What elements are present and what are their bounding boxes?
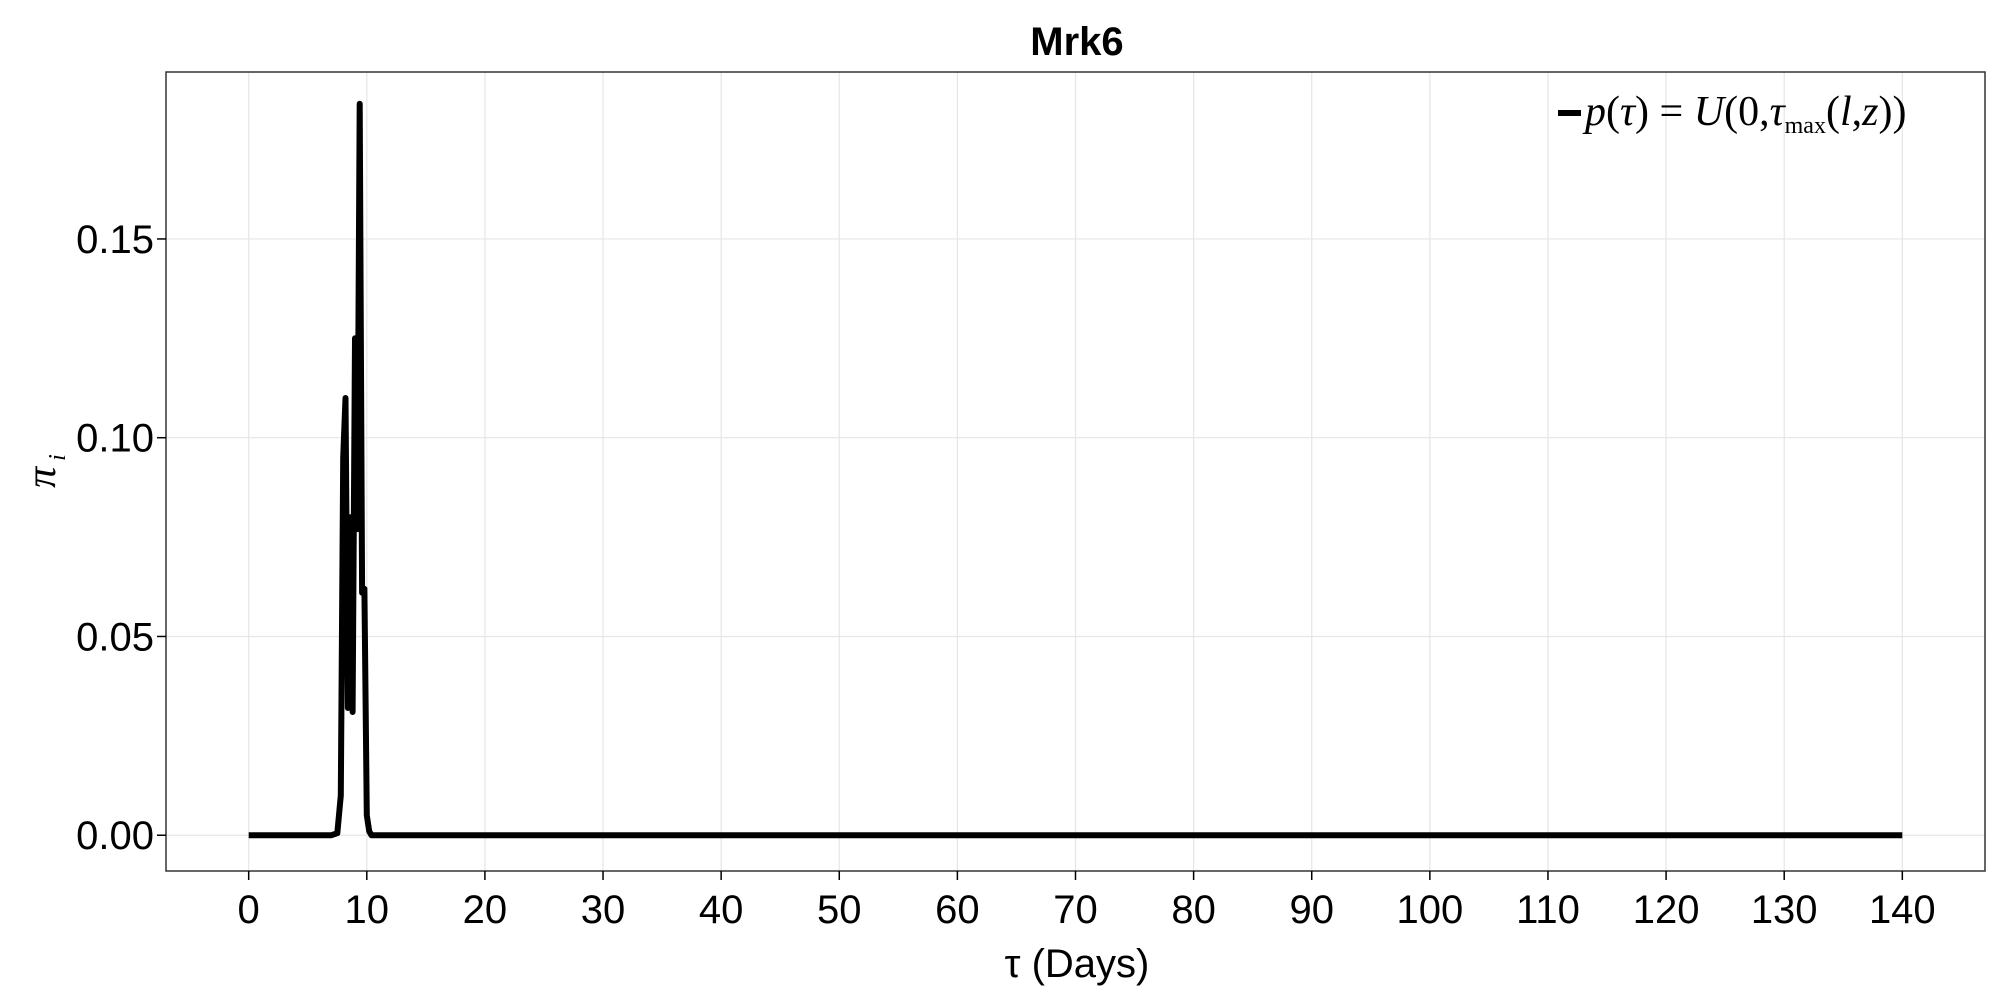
y-axis-label-symbol: π xyxy=(19,466,65,488)
x-tick-label: 90 xyxy=(1289,888,1334,932)
y-tick-label: 0.10 xyxy=(76,417,154,461)
x-tick-label: 60 xyxy=(935,888,980,932)
x-tick-label: 0 xyxy=(238,888,260,932)
axis-ticks xyxy=(157,238,1904,880)
y-tick-label: 0.15 xyxy=(76,218,154,262)
x-tick-label: 70 xyxy=(1053,888,1098,932)
svg-text:πi: πi xyxy=(19,454,71,488)
y-tick-label: 0.05 xyxy=(76,615,154,659)
x-tick-label: 80 xyxy=(1171,888,1216,932)
x-tick-label: 40 xyxy=(699,888,744,932)
y-tick-labels: 0.00 0.05 0.10 0.15 xyxy=(76,218,154,858)
y-axis-label: πi xyxy=(19,454,71,488)
y-axis-label-subscript: i xyxy=(45,454,71,461)
x-tick-label: 140 xyxy=(1869,888,1936,932)
x-tick-label: 130 xyxy=(1751,888,1818,932)
x-tick-labels: 0 10 20 30 40 50 60 70 80 90 100 110 120 130 140 xyxy=(238,888,1936,932)
legend-label: p(τ) = U(0,τmax(l,z)) xyxy=(1582,89,1906,139)
x-axis-label: τ (Days) xyxy=(1005,942,1150,986)
y-tick-label: 0.00 xyxy=(76,814,154,858)
x-tick-label: 110 xyxy=(1516,888,1580,932)
x-tick-label: 20 xyxy=(463,888,508,932)
x-tick-label: 30 xyxy=(581,888,626,932)
x-tick-label: 120 xyxy=(1633,888,1700,932)
x-tick-label: 50 xyxy=(817,888,862,932)
x-tick-label: 10 xyxy=(345,888,390,932)
series-layer xyxy=(248,100,1903,839)
legend: p(τ) = U(0,τmax(l,z)) xyxy=(1558,89,1906,139)
x-tick-label: 100 xyxy=(1396,888,1463,932)
series-line xyxy=(248,100,1903,839)
grid-lines xyxy=(166,72,1985,871)
chart-title: Mrk6 xyxy=(1030,20,1123,64)
